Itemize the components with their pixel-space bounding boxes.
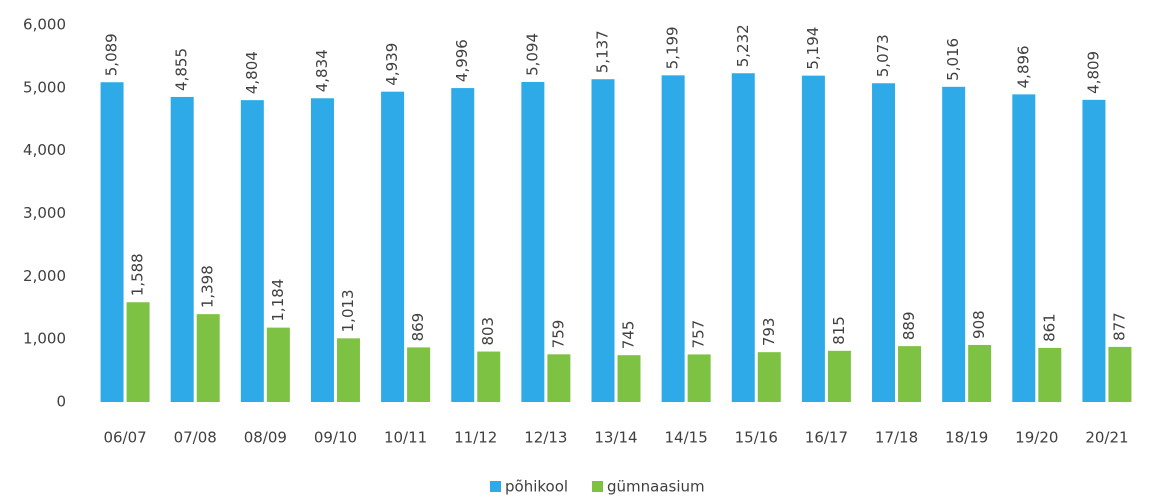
bar <box>126 302 150 402</box>
data-label: 1,398 <box>199 265 217 308</box>
bar <box>827 350 851 402</box>
bar <box>1082 99 1106 402</box>
data-label: 4,855 <box>173 48 191 91</box>
bar <box>968 344 992 402</box>
data-label: 1,588 <box>129 253 147 296</box>
y-tick-label: 3,000 <box>23 204 66 222</box>
bar <box>617 355 641 402</box>
data-label: 4,834 <box>313 49 331 92</box>
bar <box>687 354 711 402</box>
bar <box>477 351 501 402</box>
data-label: 861 <box>1040 313 1058 342</box>
bar <box>757 352 781 402</box>
y-tick-label: 2,000 <box>23 267 66 285</box>
data-label: 869 <box>409 313 427 342</box>
x-tick-label: 06/07 <box>103 429 146 447</box>
bar <box>521 81 545 402</box>
data-label: 793 <box>760 318 778 347</box>
bar <box>1038 347 1062 402</box>
y-tick-label: 4,000 <box>23 141 66 159</box>
x-tick-label: 18/19 <box>945 429 988 447</box>
legend-label: põhikool <box>505 478 568 496</box>
data-label: 759 <box>549 320 567 349</box>
bar <box>240 100 264 402</box>
bar <box>407 347 431 402</box>
legend-swatch <box>592 481 603 492</box>
x-tick-label: 14/15 <box>665 429 708 447</box>
bar <box>591 79 615 403</box>
bar <box>1012 94 1036 403</box>
data-label: 5,137 <box>594 30 612 73</box>
x-tick-label: 11/12 <box>454 429 497 447</box>
data-label: 4,996 <box>453 39 471 82</box>
data-label: 1,013 <box>339 289 357 332</box>
data-label: 5,094 <box>523 33 541 76</box>
bar <box>872 83 896 403</box>
data-label: 5,194 <box>804 27 822 70</box>
data-label: 4,896 <box>1014 45 1032 88</box>
bar <box>100 82 124 403</box>
data-label: 889 <box>900 312 918 341</box>
bar <box>336 338 360 402</box>
bar <box>170 96 194 403</box>
x-tick-label: 08/09 <box>244 429 287 447</box>
bar <box>547 354 571 402</box>
data-label: 4,809 <box>1084 51 1102 94</box>
data-label: 4,939 <box>383 43 401 86</box>
data-label: 5,199 <box>664 26 682 69</box>
legend-label: gümnaasium <box>607 478 705 496</box>
x-tick-label: 16/17 <box>805 429 848 447</box>
bar <box>310 98 334 402</box>
data-label: 1,184 <box>269 279 287 322</box>
y-tick-label: 5,000 <box>23 78 66 96</box>
data-label: 757 <box>690 320 708 349</box>
x-tick-label: 09/10 <box>314 429 357 447</box>
y-tick-label: 6,000 <box>23 16 66 34</box>
data-label: 877 <box>1110 312 1128 341</box>
data-label: 908 <box>970 310 988 339</box>
bar <box>801 75 825 402</box>
bar <box>898 346 922 402</box>
x-tick-label: 17/18 <box>875 429 918 447</box>
data-label: 745 <box>620 321 638 350</box>
bar <box>1108 346 1132 402</box>
bar <box>266 327 290 402</box>
x-tick-label: 10/11 <box>384 429 427 447</box>
data-label: 815 <box>830 316 848 345</box>
data-label: 4,804 <box>243 51 261 94</box>
x-tick-label: 12/13 <box>524 429 567 447</box>
data-label: 5,016 <box>944 38 962 81</box>
bar <box>661 75 685 402</box>
y-tick-label: 1,000 <box>23 330 66 348</box>
bar <box>196 314 220 402</box>
data-label: 5,089 <box>103 33 121 76</box>
data-label: 5,073 <box>874 34 892 77</box>
x-tick-label: 15/16 <box>735 429 778 447</box>
x-tick-label: 07/08 <box>174 429 217 447</box>
x-tick-label: 20/21 <box>1085 429 1128 447</box>
bar <box>381 91 405 402</box>
x-tick-label: 19/20 <box>1015 429 1058 447</box>
data-label: 803 <box>479 317 497 346</box>
legend-swatch <box>490 481 501 492</box>
bar <box>942 86 966 402</box>
x-tick-label: 13/14 <box>594 429 637 447</box>
data-label: 5,232 <box>734 24 752 67</box>
bar <box>731 73 755 403</box>
y-tick-label: 0 <box>56 393 66 411</box>
bar <box>451 88 475 403</box>
